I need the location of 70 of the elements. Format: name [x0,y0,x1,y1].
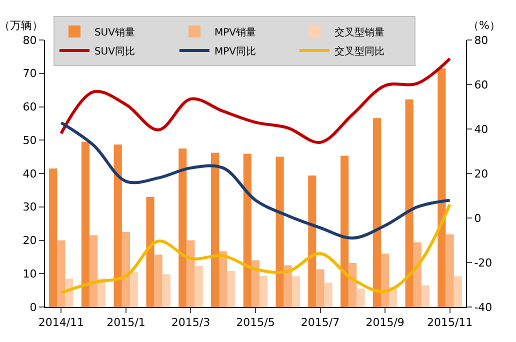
y2-tick-label: 60 [474,78,488,92]
bar [340,156,349,307]
bar [348,262,357,307]
bar [405,99,414,307]
x-tick-label: 2014/11 [38,316,84,330]
x-tick-label: 2015/7 [300,316,340,330]
x-tick-label: 2015/1 [106,316,146,330]
y2-tick-label: 80 [474,34,488,47]
bar [284,265,292,307]
bar [292,276,300,307]
y-tick-label: 40 [22,167,37,180]
bar [227,270,236,307]
bar [57,240,66,307]
y-tick-label: 0 [30,300,37,314]
bar [114,144,122,307]
bar [162,274,170,307]
bar [130,272,138,307]
bar [154,254,162,307]
bar [308,176,316,307]
bar [276,156,284,307]
legend-label: 交叉型销量 [334,26,384,38]
bar [438,68,446,307]
bar [454,276,462,307]
bar [186,240,195,307]
x-tick-label: 2015/11 [426,316,473,330]
y2-tick-label: 40 [474,122,488,136]
bar [146,196,154,307]
y2-tick-label: -20 [474,256,492,270]
bar [260,276,268,307]
line-series [60,121,452,240]
y-tick-label: 20 [22,234,37,248]
bar [421,285,430,307]
bar [372,118,381,307]
y-tick-label: 70 [22,67,37,80]
y2-tick-label: -40 [474,300,492,314]
bar [316,269,324,307]
legend-label: 交叉型同比 [334,45,384,58]
y-tick-label: 10 [22,267,37,280]
bar [324,282,332,307]
x-tick-label: 2015/3 [171,316,210,330]
line-series [60,57,452,144]
legend-label: MPV销量 [214,27,256,38]
y2-tick-label: 20 [474,167,488,180]
bar [210,152,220,307]
x-tick-label: 2015/9 [366,316,404,330]
bar [122,232,130,307]
bar [380,254,390,307]
bar [81,142,90,307]
y-axis-title: （万辆） [0,19,43,32]
bar [49,168,58,307]
legend-label: SUV同比 [94,45,135,58]
bar [178,148,187,307]
y2-axis-title: （%） [468,19,500,32]
x-tick-label: 2015/5 [236,316,275,330]
bar [219,251,228,307]
line-series [60,203,452,294]
bar [194,266,203,307]
bar [251,260,260,307]
bar [356,288,365,307]
legend-label: SUV销量 [94,27,135,38]
y-tick-label: 50 [22,134,37,147]
y2-tick-label: 0 [474,212,482,225]
bar [243,154,252,307]
y-tick-label: 80 [22,34,37,47]
bar [413,242,422,307]
bar [90,235,98,307]
bar [446,234,454,307]
y-tick-label: 30 [22,200,37,214]
y-tick-label: 60 [22,100,37,114]
legend-label: MPV同比 [214,45,256,58]
